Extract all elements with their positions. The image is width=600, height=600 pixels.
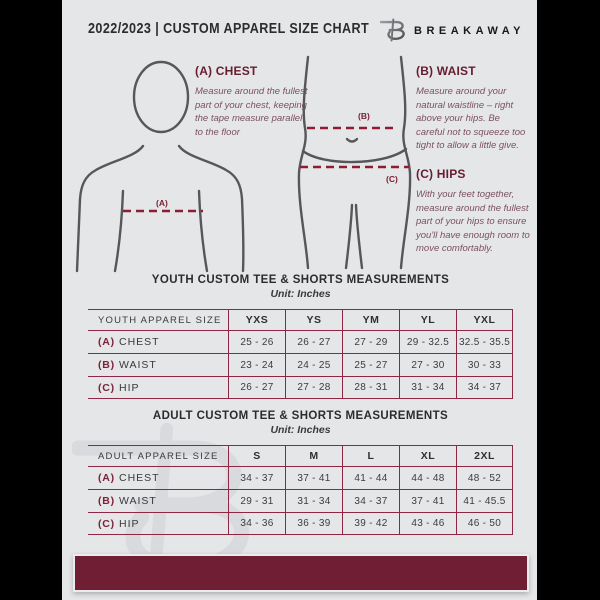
youth-col-header: YM — [342, 309, 399, 330]
chest-instruction: (A) CHEST Measure around the fullest par… — [195, 64, 309, 139]
chest-heading: (A) CHEST — [195, 64, 258, 78]
table-cell: 26 - 27 — [285, 330, 342, 353]
youth-col-header: YS — [285, 309, 342, 330]
row-label-prefix: (C) — [98, 517, 115, 530]
table-cell: 27 - 30 — [399, 353, 456, 376]
table-cell: 37 - 41 — [399, 489, 456, 512]
row-label-name: CHEST — [118, 336, 160, 348]
lower-body-diagram: (B) (C) — [297, 55, 412, 270]
table-cell: 26 - 27 — [228, 376, 285, 399]
waist-measure-label: (B) — [358, 111, 370, 121]
table-cell: 32.5 - 35.5 — [456, 330, 513, 353]
adult-col-header: S — [228, 445, 285, 466]
breakaway-logo-icon — [380, 18, 405, 42]
adult-col-header: M — [285, 445, 342, 466]
youth-col-header: YXL — [456, 309, 513, 330]
table-cell: 43 - 46 — [399, 512, 456, 535]
chest-measure-label: (A) — [156, 198, 168, 208]
adult-col-header: ADULT APPAREL SIZE — [88, 445, 228, 466]
table-cell: 28 - 31 — [342, 376, 399, 399]
footer-accent-bar — [73, 554, 529, 592]
row-label-prefix: (C) — [98, 381, 115, 394]
table-cell: 36 - 39 — [285, 512, 342, 535]
youth-table-title: YOUTH CUSTOM TEE & SHORTS MEASUREMENTS — [151, 274, 450, 286]
table-cell: 25 - 26 — [228, 330, 285, 353]
table-cell: 46 - 50 — [456, 512, 513, 535]
hips-instruction: (C) HIPS With your feet together, measur… — [416, 167, 536, 256]
row-label-name: HIP — [118, 517, 140, 530]
table-cell: 25 - 27 — [342, 353, 399, 376]
table-cell: 30 - 33 — [456, 353, 513, 376]
youth-col-header: YXS — [228, 309, 285, 330]
adult-col-header: XL — [399, 445, 456, 466]
row-label-prefix: (B) — [98, 495, 115, 507]
row-label-name: WAIST — [118, 495, 157, 507]
table-cell: 34 - 37 — [456, 376, 513, 399]
adult-col-header: L — [342, 445, 399, 466]
table-cell: 37 - 41 — [285, 466, 342, 489]
table-cell: 27 - 28 — [285, 376, 342, 399]
adult-row-label: (C) HIP — [88, 512, 228, 535]
adult-row-label: (A) CHEST — [88, 466, 228, 489]
brand-name: BREAKAWAY — [414, 25, 525, 37]
waist-instruction: (B) WAIST Measure around your natural wa… — [416, 64, 528, 153]
table-cell: 48 - 52 — [456, 466, 513, 489]
youth-table-unit: Unit: Inches — [270, 288, 331, 300]
youth-table-block: YOUTH CUSTOM TEE & SHORTS MEASUREMENTS U… — [88, 274, 513, 399]
table-cell: 44 - 48 — [399, 466, 456, 489]
table-cell: 23 - 24 — [228, 353, 285, 376]
adult-row-label: (B) WAIST — [88, 489, 228, 512]
waist-heading: (B) WAIST — [416, 64, 476, 78]
adult-table-unit: Unit: Inches — [270, 424, 331, 436]
hips-heading: (C) HIPS — [416, 167, 466, 181]
row-label-name: HIP — [118, 381, 140, 394]
youth-row-label: (C) HIP — [88, 376, 228, 399]
adult-table-block: ADULT CUSTOM TEE & SHORTS MEASUREMENTS U… — [88, 410, 513, 535]
table-cell: 31 - 34 — [399, 376, 456, 399]
chest-body-text: Measure around the fullest part of your … — [195, 86, 308, 138]
waist-body-text: Measure around your natural waistline – … — [416, 86, 526, 151]
youth-row-label: (A) CHEST — [88, 330, 228, 353]
adult-table-title: ADULT CUSTOM TEE & SHORTS MEASUREMENTS — [152, 410, 449, 422]
youth-col-header: YOUTH APPAREL SIZE — [88, 309, 228, 330]
row-label-prefix: (A) — [98, 472, 115, 484]
table-cell: 24 - 25 — [285, 353, 342, 376]
table-cell: 27 - 29 — [342, 330, 399, 353]
row-label-prefix: (A) — [98, 336, 115, 348]
table-cell: 29 - 32.5 — [399, 330, 456, 353]
row-label-name: WAIST — [118, 359, 157, 371]
table-cell: 39 - 42 — [342, 512, 399, 535]
youth-size-table: YOUTH APPAREL SIZE YXS YS YM YL YXL (A) C… — [88, 309, 513, 399]
youth-col-header: YL — [399, 309, 456, 330]
hips-measure-label: (C) — [386, 174, 398, 184]
adult-col-header: 2XL — [456, 445, 513, 466]
table-cell: 29 - 31 — [228, 489, 285, 512]
youth-row-label: (B) WAIST — [88, 353, 228, 376]
table-cell: 34 - 36 — [228, 512, 285, 535]
table-cell: 34 - 37 — [228, 466, 285, 489]
page-title: 2022/2023 | CUSTOM APPAREL SIZE CHART — [88, 20, 370, 37]
table-cell: 41 - 45.5 — [456, 489, 513, 512]
table-cell: 31 - 34 — [285, 489, 342, 512]
torso-diagram: (A) — [75, 60, 245, 273]
row-label-prefix: (B) — [98, 359, 115, 371]
table-cell: 41 - 44 — [342, 466, 399, 489]
adult-size-table: ADULT APPAREL SIZE S M L XL 2XL (A) CHEST… — [88, 445, 513, 535]
size-chart-page: 2022/2023 | CUSTOM APPAREL SIZE CHART BR… — [62, 0, 537, 600]
hips-body-text: With your feet together, measure around … — [416, 189, 530, 254]
table-cell: 34 - 37 — [342, 489, 399, 512]
row-label-name: CHEST — [118, 472, 160, 484]
